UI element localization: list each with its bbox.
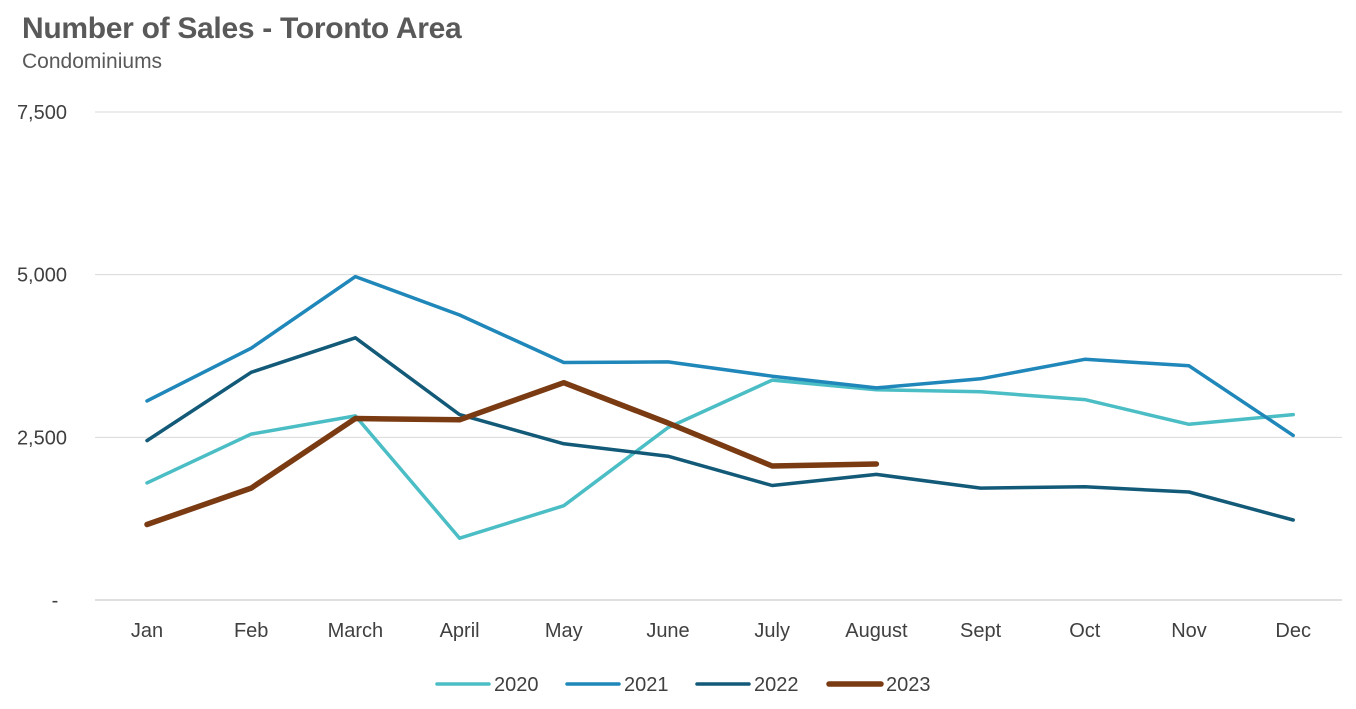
x-tick-label: August <box>845 620 908 642</box>
y-tick-label: - <box>52 590 59 612</box>
x-tick-label: Sept <box>960 620 1002 642</box>
x-tick-label: Nov <box>1171 620 1207 642</box>
y-tick-label: 2,500 <box>17 427 67 449</box>
x-tick-label: March <box>328 620 384 642</box>
x-axis-ticks: Jan Feb March April May June July August Sept Oct… <box>131 620 1311 642</box>
x-tick-label: Jan <box>131 620 163 642</box>
x-tick-label: Feb <box>234 620 268 642</box>
legend-label-2022: 2022 <box>754 674 799 696</box>
y-axis-ticks: - 2,500 5,000 7,500 <box>17 102 67 612</box>
series-lines <box>144 274 1295 540</box>
x-tick-label: July <box>754 620 790 642</box>
x-tick-label: Oct <box>1069 620 1101 642</box>
series-line-2020 <box>145 378 1295 540</box>
gridlines <box>95 111 1342 601</box>
series-line-2023 <box>144 379 880 528</box>
x-tick-label: April <box>440 620 480 642</box>
x-tick-label: Dec <box>1275 620 1311 642</box>
series-line-2021 <box>145 274 1295 438</box>
series-line-2022 <box>145 336 1295 522</box>
x-tick-label: June <box>646 620 689 642</box>
legend-label-2021: 2021 <box>624 674 669 696</box>
chart-subtitle: Condominiums <box>22 50 163 73</box>
legend-label-2023: 2023 <box>886 674 931 696</box>
y-tick-label: 5,000 <box>17 265 67 287</box>
chart-title: Number of Sales - Toronto Area <box>22 12 462 45</box>
y-tick-label: 7,500 <box>17 102 67 124</box>
legend-label-2020: 2020 <box>494 674 539 696</box>
legend: 2020 2021 2022 2023 <box>435 674 931 696</box>
x-tick-label: May <box>545 620 583 642</box>
